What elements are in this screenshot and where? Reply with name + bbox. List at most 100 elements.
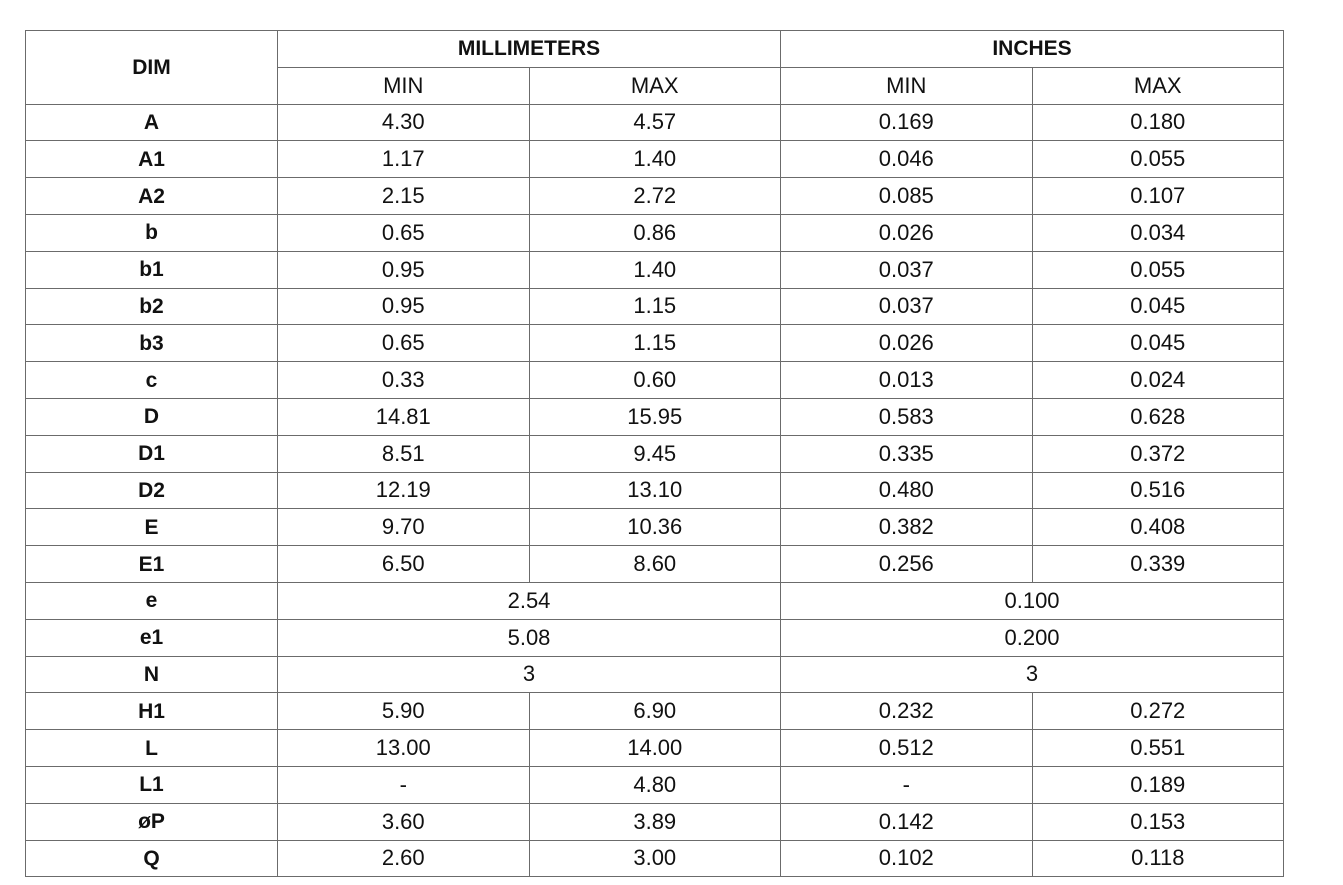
in-max-cell: 0.045	[1031, 287, 1285, 326]
mm-max-cell: 15.95	[528, 397, 782, 436]
mm-min-header: MIN	[277, 66, 530, 105]
mm-min-cell: 9.70	[277, 508, 530, 547]
table-row: e 2.54 0.100	[25, 581, 1285, 620]
mm-min-cell: 1.17	[277, 140, 530, 179]
dim-cell: D2	[25, 471, 278, 510]
dim-cell: L1	[25, 765, 278, 804]
in-min-cell: 0.102	[780, 839, 1033, 878]
in-max-cell: 0.118	[1031, 839, 1285, 878]
table-row: E 9.70 10.36 0.382 0.408	[25, 508, 1285, 547]
in-max-cell: 0.628	[1031, 397, 1285, 436]
dim-column-header: DIM	[25, 30, 278, 105]
dim-cell: H1	[25, 692, 278, 731]
mm-max-cell: 6.90	[528, 692, 782, 731]
millimeters-group-header: MILLIMETERS	[276, 30, 782, 68]
dim-cell: L	[25, 729, 278, 767]
in-min-cell: 0.256	[780, 545, 1033, 583]
mm-max-cell: 1.40	[528, 140, 782, 179]
table-row: c 0.33 0.60 0.013 0.024	[25, 361, 1285, 399]
in-max-cell: 0.189	[1031, 765, 1285, 804]
dim-cell: N	[25, 655, 278, 694]
in-max-cell: 0.107	[1031, 177, 1285, 215]
dim-cell: e1	[25, 618, 278, 657]
table-row: D2 12.19 13.10 0.480 0.516	[25, 471, 1285, 510]
table-row: e1 5.08 0.200	[25, 618, 1285, 657]
dim-cell: Q	[25, 839, 278, 878]
table-row: A 4.30 4.57 0.169 0.180	[25, 103, 1285, 142]
in-min-cell: 0.169	[780, 103, 1033, 142]
in-max-cell: 0.045	[1031, 324, 1285, 363]
in-max-cell: 0.034	[1031, 213, 1285, 252]
in-min-cell: 0.026	[780, 213, 1033, 252]
dim-cell: b1	[25, 250, 278, 289]
in-min-cell: 0.085	[780, 177, 1033, 215]
table-row: b 0.65 0.86 0.026 0.034	[25, 213, 1285, 252]
dim-cell: A2	[25, 177, 278, 215]
table-row: D 14.81 15.95 0.583 0.628	[25, 397, 1285, 436]
header-row-minmax: MIN MAX MIN MAX	[26, 66, 1285, 105]
mm-max-cell: 10.36	[528, 508, 782, 547]
in-min-cell: 0.026	[780, 324, 1033, 363]
in-min-cell: 0.232	[780, 692, 1033, 731]
table-row: L1-4.80-0.189	[25, 765, 1285, 804]
table-row: b1 0.95 1.40 0.037 0.055	[25, 250, 1285, 289]
in-max-cell: 0.551	[1031, 729, 1285, 767]
table-row: E1 6.50 8.60 0.256 0.339	[25, 545, 1285, 583]
mm-min-cell: -	[277, 765, 530, 804]
table-row: D1 8.51 9.45 0.335 0.372	[25, 434, 1285, 473]
mm-min-cell: 0.33	[277, 361, 530, 399]
mm-max-cell: 4.80	[528, 765, 782, 804]
in-max-cell: 0.180	[1031, 103, 1285, 142]
in-max-cell: 0.055	[1031, 250, 1285, 289]
in-max-cell: 0.272	[1031, 692, 1285, 731]
table-body: A 4.30 4.57 0.169 0.180 A1 1.17 1.40 0.046 0.055 A…	[25, 103, 1285, 878]
dim-cell: b	[25, 213, 278, 252]
mm-min-cell: 2.15	[277, 177, 530, 215]
mm-min-cell: 12.19	[277, 471, 530, 510]
mm-max-header: MAX	[528, 66, 782, 105]
mm-min-cell: 14.81	[277, 397, 530, 436]
in-max-cell: 0.055	[1031, 140, 1285, 179]
in-min-cell: 0.046	[780, 140, 1033, 179]
in-value-cell: 3	[780, 655, 1285, 694]
table-row: Q 2.60 3.00 0.102 0.118	[25, 839, 1285, 878]
dim-cell: b3	[25, 324, 278, 363]
in-max-cell: 0.024	[1031, 361, 1285, 399]
mm-max-cell: 8.60	[528, 545, 782, 583]
table-row: A1 1.17 1.40 0.046 0.055	[25, 140, 1285, 179]
dimensions-table: DIM MILLIMETERS INCHES MIN MAX MIN MAX A…	[25, 30, 1285, 878]
in-max-cell: 0.408	[1031, 508, 1285, 547]
dim-cell: A	[25, 103, 278, 142]
in-min-cell: 0.480	[780, 471, 1033, 510]
in-min-cell: 0.335	[780, 434, 1033, 473]
mm-max-cell: 3.89	[528, 802, 782, 841]
dim-cell: c	[25, 361, 278, 399]
table-row: L 13.00 14.00 0.512 0.551	[25, 729, 1285, 767]
mm-min-cell: 3.60	[277, 802, 530, 841]
mm-min-cell: 13.00	[277, 729, 530, 767]
in-value-cell: 0.200	[780, 618, 1285, 657]
in-min-header: MIN	[780, 66, 1033, 105]
in-min-cell: 0.142	[780, 802, 1033, 841]
mm-min-cell: 8.51	[277, 434, 530, 473]
mm-max-cell: 13.10	[528, 471, 782, 510]
in-max-header: MAX	[1031, 66, 1285, 105]
mm-max-cell: 1.15	[528, 287, 782, 326]
mm-max-cell: 1.40	[528, 250, 782, 289]
in-min-cell: 0.382	[780, 508, 1033, 547]
mm-max-cell: 14.00	[528, 729, 782, 767]
mm-value-cell: 2.54	[276, 581, 782, 620]
dim-cell: A1	[25, 140, 278, 179]
dim-cell: D1	[25, 434, 278, 473]
mm-max-cell: 0.86	[528, 213, 782, 252]
mm-min-cell: 0.65	[277, 324, 530, 363]
in-min-cell: -	[780, 765, 1033, 804]
mm-value-cell: 3	[276, 655, 782, 694]
table-row: øP 3.60 3.89 0.142 0.153	[25, 802, 1285, 841]
in-max-cell: 0.153	[1031, 802, 1285, 841]
in-min-cell: 0.037	[780, 287, 1033, 326]
in-max-cell: 0.339	[1031, 545, 1285, 583]
mm-min-cell: 0.95	[277, 287, 530, 326]
table-row: A2 2.15 2.72 0.085 0.107	[25, 177, 1285, 215]
